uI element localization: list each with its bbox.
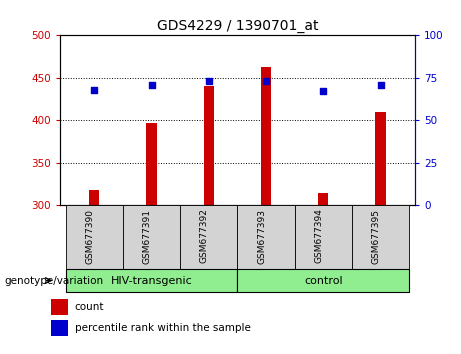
Bar xyxy=(180,205,237,269)
Point xyxy=(148,82,155,87)
Point xyxy=(319,88,327,94)
Text: HIV-transgenic: HIV-transgenic xyxy=(111,275,192,286)
Bar xyxy=(295,205,352,269)
Text: genotype/variation: genotype/variation xyxy=(5,275,104,286)
Bar xyxy=(352,205,409,269)
Text: GSM677391: GSM677391 xyxy=(142,209,152,263)
Bar xyxy=(147,123,157,205)
Point xyxy=(262,79,270,84)
Bar xyxy=(123,205,180,269)
Bar xyxy=(89,190,100,205)
Point xyxy=(377,82,384,87)
Text: count: count xyxy=(75,302,104,312)
Bar xyxy=(237,205,295,269)
Bar xyxy=(51,298,68,315)
Bar xyxy=(204,86,214,205)
Text: percentile rank within the sample: percentile rank within the sample xyxy=(75,323,251,333)
Text: GSM677393: GSM677393 xyxy=(257,209,266,263)
Bar xyxy=(318,193,328,205)
Point xyxy=(91,87,98,93)
Text: GSM677395: GSM677395 xyxy=(372,209,380,263)
Bar xyxy=(261,67,271,205)
Text: control: control xyxy=(304,275,343,286)
Bar xyxy=(237,269,409,292)
Title: GDS4229 / 1390701_at: GDS4229 / 1390701_at xyxy=(157,19,318,33)
Bar xyxy=(51,320,68,336)
Text: GSM677394: GSM677394 xyxy=(314,209,323,263)
Text: GSM677390: GSM677390 xyxy=(85,209,95,263)
Text: GSM677392: GSM677392 xyxy=(200,209,209,263)
Point xyxy=(205,79,213,84)
Bar xyxy=(65,269,237,292)
Bar xyxy=(65,205,123,269)
Bar xyxy=(375,112,386,205)
